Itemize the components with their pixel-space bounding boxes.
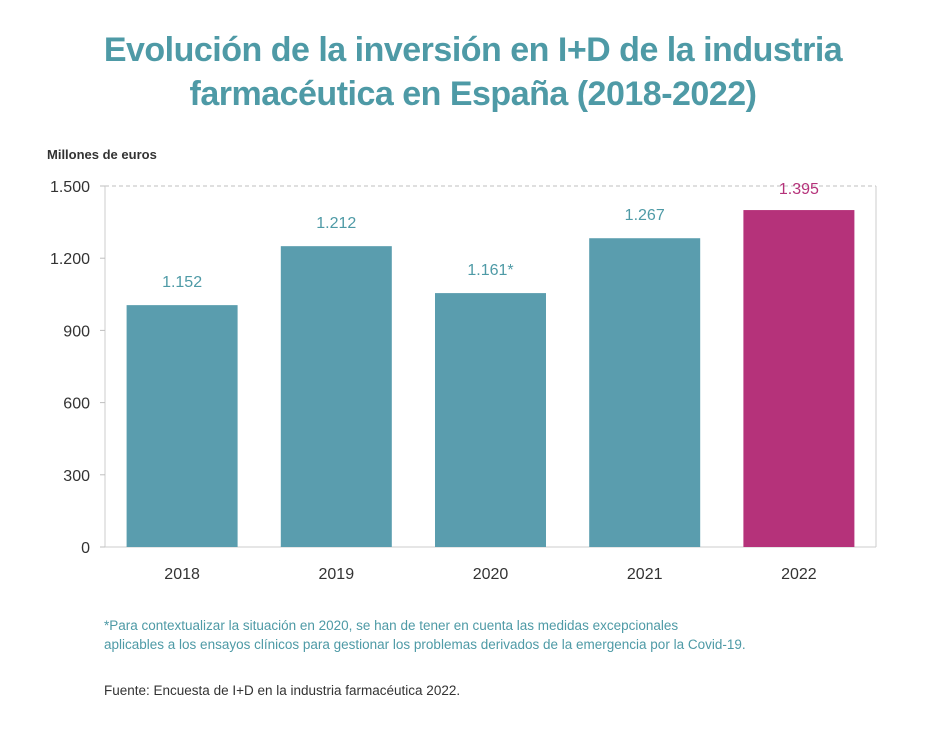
bar-chart: 0 300 600 900 1.200 1.500 2018 2019 2020 2021 202… — [50, 179, 877, 583]
bar — [126, 305, 238, 547]
chart-title-line-2: farmacéutica en España (2018-2022) — [189, 75, 757, 113]
y-tick-label: 0 — [81, 540, 90, 557]
x-tick-label: 2018 — [164, 566, 200, 583]
x-tick-label: 2020 — [473, 566, 509, 583]
bar — [589, 238, 701, 547]
data-label: 1.152 — [162, 274, 202, 291]
chart-title-line-1: Evolución de la inversión en I+D de la i… — [103, 31, 843, 69]
data-label: 1.395 — [779, 181, 819, 198]
data-label: 1.212 — [316, 215, 356, 232]
x-tick-label: 2021 — [627, 566, 663, 583]
bar — [435, 293, 546, 547]
y-axis-label: Millones de euros — [47, 147, 157, 162]
data-label: 1.161* — [467, 262, 513, 279]
data-label: 1.267 — [625, 207, 665, 224]
x-tick-label: 2019 — [319, 566, 355, 583]
y-tick-label: 300 — [63, 468, 90, 485]
chart-title: Evolución de la inversión en I+D de la i… — [0, 28, 946, 116]
bar — [280, 246, 392, 547]
bar — [743, 210, 855, 548]
y-tick-label: 1.200 — [50, 251, 90, 268]
x-tick-label: 2022 — [781, 566, 817, 583]
y-axis-ticks: 0 300 600 900 1.200 1.500 — [50, 179, 105, 557]
source-note: Fuente: Encuesta de I+D en la industria … — [104, 683, 461, 698]
y-tick-label: 900 — [63, 323, 90, 340]
y-tick-label: 600 — [63, 396, 90, 413]
y-tick-label: 1.500 — [50, 179, 90, 196]
data-labels: 1.152 1.212 1.161* 1.267 1.395 — [162, 181, 819, 291]
footnote: *Para contextualizar la situación en 202… — [104, 616, 824, 654]
footnote-line-1: *Para contextualizar la situación en 202… — [104, 618, 679, 633]
x-axis-ticks: 2018 2019 2020 2021 2022 — [164, 566, 816, 583]
bars — [126, 210, 855, 548]
footnote-line-2: aplicables a los ensayos clínicos para g… — [104, 637, 746, 652]
